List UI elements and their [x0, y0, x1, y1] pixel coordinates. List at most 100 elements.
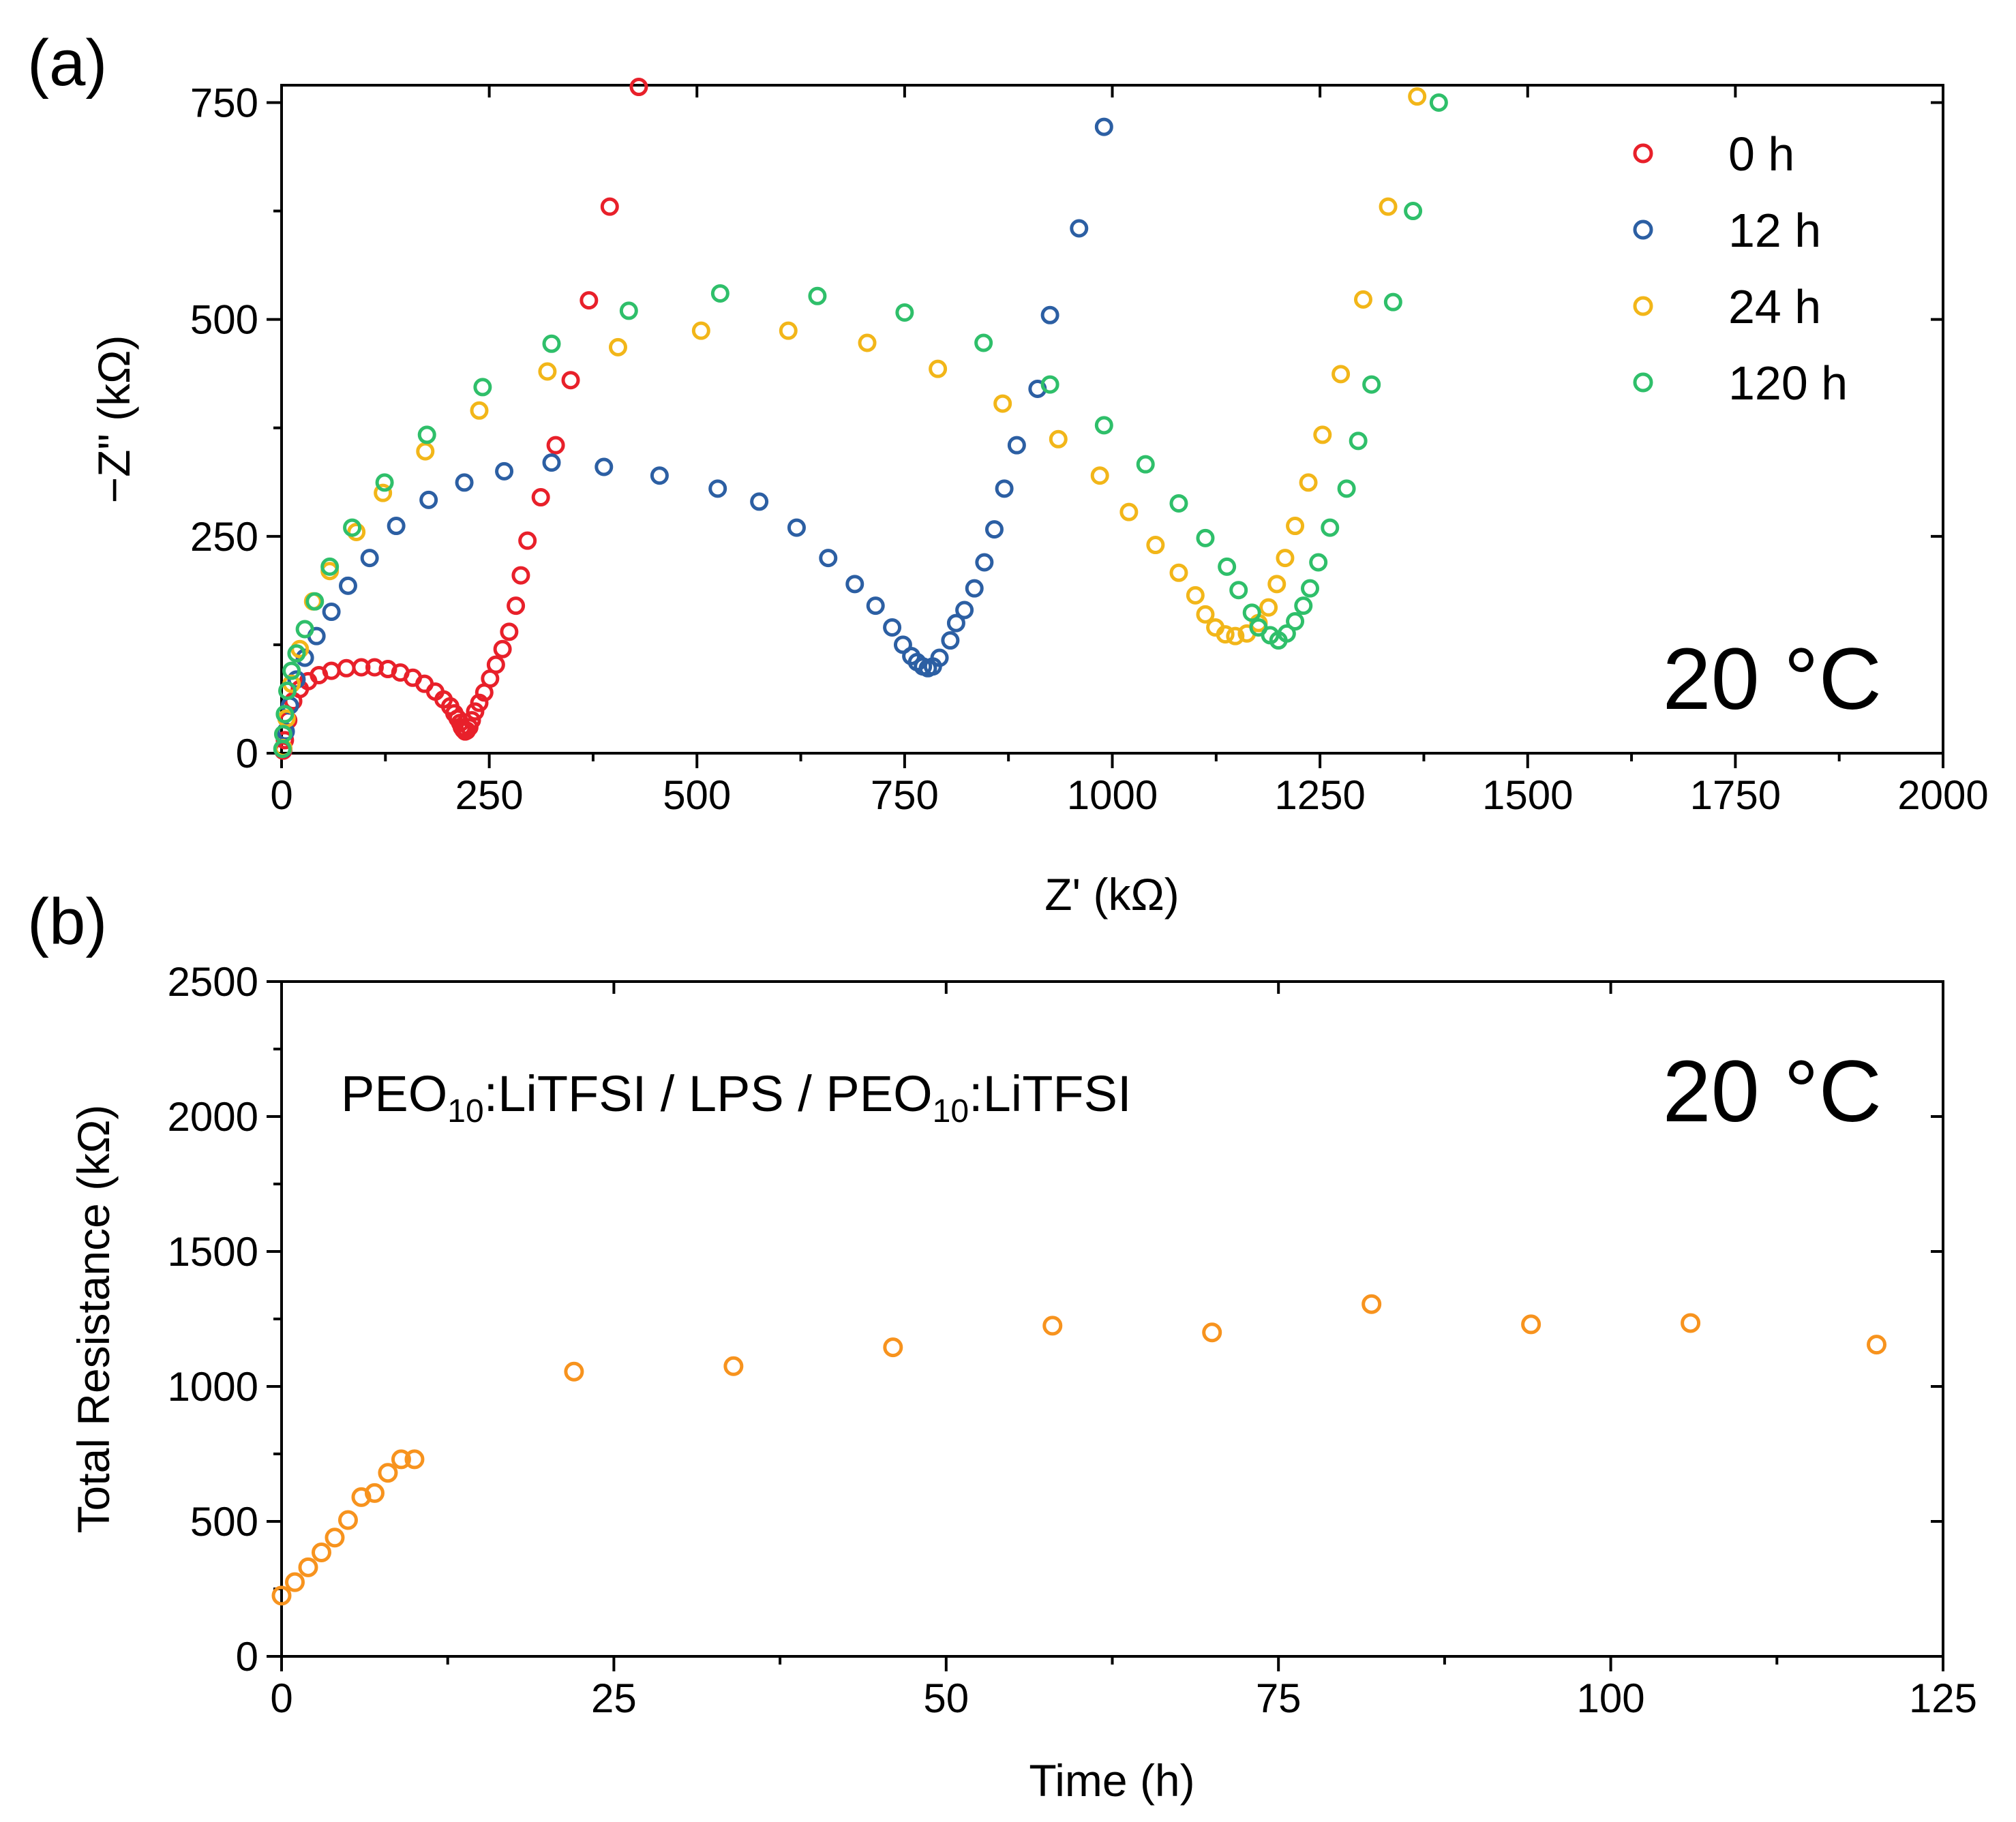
data-point	[1867, 1335, 1887, 1355]
data-point	[338, 576, 357, 595]
legend-marker	[1633, 296, 1653, 316]
x-tick-label: 75	[1256, 1675, 1302, 1721]
data-point	[325, 1528, 345, 1548]
data-point	[374, 483, 393, 502]
data-point	[337, 658, 356, 678]
panel-a-y-axis-title: −Z" (kΩ)	[89, 335, 139, 504]
y-tick-label: 0	[236, 731, 258, 776]
data-point	[750, 492, 769, 511]
data-point	[1286, 612, 1305, 631]
data-point	[930, 648, 949, 667]
data-point	[1379, 197, 1398, 216]
panel-a-legend: 0 h 12 h 24 h 120 h	[1633, 127, 1848, 410]
x-tick-label: 1250	[1274, 772, 1365, 818]
x-tick-label: 750	[871, 772, 939, 818]
data-point	[1218, 557, 1237, 576]
panel-b-temperature-label: 20 °C	[1662, 1043, 1882, 1140]
data-point	[1169, 494, 1188, 513]
data-point	[542, 453, 561, 472]
data-point	[364, 1483, 385, 1503]
data-point	[352, 658, 371, 677]
panel-b-y-tick-labels: 0 500 1000 1500 2000 2500	[168, 959, 258, 1680]
data-point	[305, 592, 325, 611]
data-point	[1216, 625, 1235, 644]
panel-a-x-tick-labels: 0 250 500 750 1000 1250 1500 1750 2000	[270, 772, 1988, 818]
data-point	[1242, 603, 1261, 622]
data-point	[710, 284, 729, 303]
data-point	[495, 461, 514, 481]
data-point	[404, 1449, 425, 1470]
data-point	[1259, 598, 1278, 617]
data-point	[278, 681, 297, 700]
y-tick-label: 750	[190, 80, 258, 125]
data-point	[1040, 305, 1059, 324]
data-point	[1267, 575, 1287, 594]
data-point	[608, 337, 627, 356]
data-point	[708, 479, 727, 498]
data-point	[1136, 455, 1155, 474]
data-point	[858, 333, 877, 352]
data-point	[284, 1572, 305, 1592]
data-point	[975, 553, 994, 572]
data-point	[295, 620, 314, 639]
panel-b-cell-configuration-label: PEO10:LiTFSI / LPS / PEO10:LiTFSI	[341, 1065, 1132, 1129]
data-point	[1226, 626, 1245, 646]
data-point	[1521, 1314, 1541, 1335]
data-point	[1007, 436, 1026, 455]
panel-b-total-resistance-plot: (b) 0 25 50 75 100 125 0 500 1000 1500 2000 2500 T…	[27, 885, 1977, 1806]
data-point	[298, 1557, 318, 1577]
data-point	[391, 1449, 411, 1470]
data-point	[1383, 292, 1402, 312]
data-point	[883, 1337, 903, 1358]
data-point	[507, 596, 526, 616]
data-point	[546, 436, 565, 455]
data-point	[271, 1585, 292, 1606]
data-point	[1353, 290, 1372, 309]
data-point	[462, 711, 481, 730]
y-tick-label: 250	[190, 514, 258, 560]
data-point	[779, 321, 798, 340]
data-point	[1040, 375, 1059, 394]
data-point	[1090, 466, 1109, 485]
data-point	[995, 479, 1014, 498]
x-tick-label: 0	[270, 772, 292, 818]
x-tick-label: 125	[1909, 1675, 1977, 1721]
data-point	[1186, 586, 1205, 605]
panel-b-x-tick-labels: 0 25 50 75 100 125	[270, 1675, 1977, 1721]
x-tick-label: 250	[455, 772, 524, 818]
panel-a-ticks	[267, 85, 1944, 768]
data-point	[282, 661, 301, 680]
x-tick-label: 25	[591, 1675, 637, 1721]
x-tick-label: 1500	[1482, 772, 1573, 818]
data-point	[1196, 528, 1215, 547]
data-point	[337, 1510, 358, 1530]
data-point	[845, 575, 864, 594]
panel-b-series	[271, 1294, 1887, 1606]
y-tick-label: 0	[236, 1634, 258, 1680]
legend-marker	[1633, 143, 1653, 164]
legend-marker	[1633, 219, 1653, 240]
data-point	[1408, 87, 1427, 106]
y-tick-label: 2500	[168, 959, 258, 1005]
data-point	[1119, 502, 1139, 521]
x-tick-label: 100	[1577, 1675, 1645, 1721]
data-point	[1404, 202, 1423, 221]
x-tick-label: 0	[270, 1675, 292, 1721]
data-point	[1049, 429, 1068, 449]
y-tick-label: 500	[190, 297, 258, 343]
data-point	[808, 286, 827, 305]
data-point	[965, 579, 984, 598]
data-point	[1321, 518, 1340, 537]
panel-b-ticks	[267, 980, 1944, 1671]
data-point	[941, 631, 960, 650]
data-point	[984, 520, 1004, 539]
x-tick-label: 2000	[1897, 772, 1988, 818]
data-point	[929, 359, 948, 378]
panel-b-label: (b)	[27, 885, 107, 958]
y-tick-label: 2000	[168, 1094, 258, 1140]
data-point	[347, 522, 366, 541]
panel-a-y-tick-labels: 0 250 500 750	[190, 80, 258, 776]
data-point	[273, 725, 292, 744]
data-point	[650, 466, 669, 485]
